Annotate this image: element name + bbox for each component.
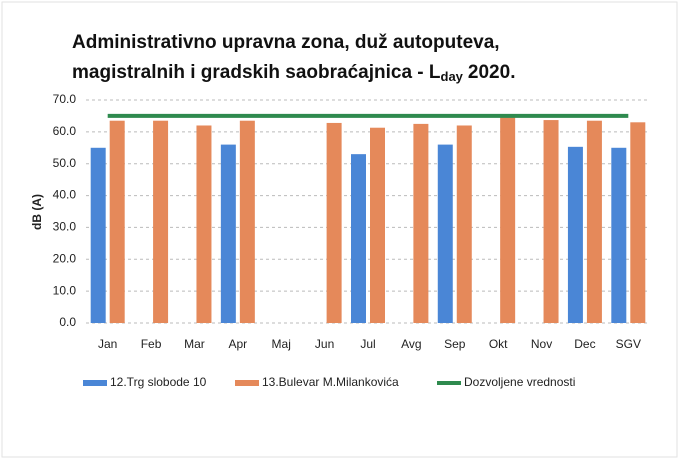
legend-swatch [235,380,259,386]
y-tick-label: 70.0 [53,92,77,106]
bar [239,120,255,323]
x-tick-label: Sep [444,337,466,351]
chart-title-subscript: day [441,69,464,84]
x-tick-label: Dec [574,337,595,351]
x-tick-label: Nov [531,337,552,351]
x-tick-label: Apr [229,337,248,351]
x-tick-label: Maj [272,337,291,351]
y-tick-label: 10.0 [53,283,77,297]
y-tick-label: 20.0 [53,251,77,265]
bar [370,127,385,323]
chart-title: magistralnih i gradskih saobraćajnica - … [72,62,441,83]
bar [326,122,342,324]
bar [153,120,169,323]
y-tick-label: 30.0 [53,220,77,234]
bar [456,125,472,323]
bar [351,154,366,323]
y-tick-label: 0.0 [59,315,76,329]
legend-label: Dozvoljene vrednosti [464,375,575,389]
chart-title-year: 2020. [468,62,516,83]
x-tick-label: Mar [184,337,205,351]
legend-label: 12.Trg slobode 10 [110,375,207,389]
y-tick-label: 40.0 [53,188,77,202]
x-tick-label: Feb [141,337,162,351]
bar [413,123,429,324]
y-tick-label: 60.0 [53,124,77,138]
x-tick-label: SGV [616,337,641,351]
x-tick-label: Okt [489,337,508,351]
bar [196,125,212,323]
bar [630,122,646,323]
x-tick-label: Avg [401,337,421,351]
legend-swatch [83,380,107,386]
x-tick-label: Jun [315,337,334,351]
bar [90,147,106,323]
bar [567,146,583,323]
bar [543,120,559,323]
bar [611,147,627,323]
bar [586,120,602,323]
bar [437,144,453,323]
legend-label: 13.Bulevar M.Milankovića [262,375,399,389]
y-tick-label: 50.0 [53,156,77,170]
chart-title: magistralnih i gradskih saobraćajnica - … [72,62,515,84]
bar [109,120,125,323]
bar [500,117,516,324]
chart-title: Administrativno upravna zona, duž autopu… [72,32,500,53]
bar [220,144,236,323]
x-tick-label: Jan [98,337,117,351]
x-tick-label: Jul [360,337,375,351]
y-axis-label: dB (A) [30,194,44,230]
